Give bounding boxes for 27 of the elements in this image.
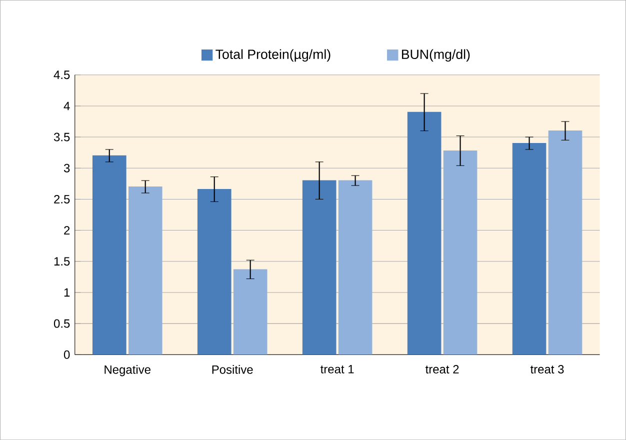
bar xyxy=(233,269,268,355)
y-tick-label: 2 xyxy=(64,226,70,234)
bar xyxy=(128,186,162,355)
bar xyxy=(302,180,336,355)
y-tick-label: 1.5 xyxy=(54,257,70,266)
bar xyxy=(197,188,232,355)
y-tick-label: 4.5 xyxy=(54,70,70,79)
x-tick-label: Positive xyxy=(212,364,253,374)
bar xyxy=(338,180,372,355)
bar xyxy=(443,150,478,355)
x-tick-label: treat 2 xyxy=(425,364,459,374)
bar xyxy=(548,130,582,355)
y-tick-label: 3 xyxy=(64,164,70,172)
bar xyxy=(407,112,442,355)
y-tick-label: 4 xyxy=(64,102,70,110)
y-tick-label: 2.5 xyxy=(54,194,70,204)
x-tick-label: treat 3 xyxy=(530,364,564,374)
y-tick-label: 0.5 xyxy=(54,319,70,328)
legend-label: Total Protein(µg/ml) xyxy=(216,49,330,62)
legend-label: BUN(mg/dl) xyxy=(402,49,470,62)
y-tick-label: 1 xyxy=(64,288,70,297)
bar xyxy=(92,155,126,355)
bar xyxy=(512,142,546,355)
x-tick-label: Negative xyxy=(104,364,150,376)
y-tick-label: 3.5 xyxy=(54,132,70,142)
x-tick-label: treat 1 xyxy=(320,364,354,374)
y-tick-label: 0 xyxy=(64,350,70,359)
